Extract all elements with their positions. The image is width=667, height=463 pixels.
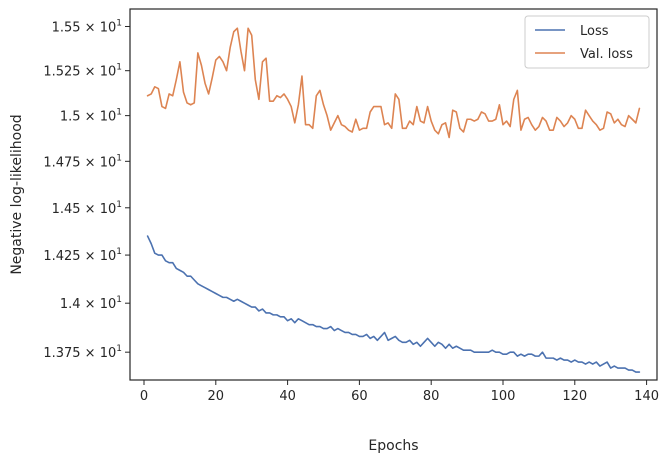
y-tick-base: 10 xyxy=(100,346,117,361)
y-tick-label: 1.375 × 101 xyxy=(43,344,122,361)
y-tick-base: 10 xyxy=(100,249,117,264)
y-tick-times: × xyxy=(81,65,100,80)
y-tick-base: 10 xyxy=(100,110,117,125)
legend-label-val-loss: Val. loss xyxy=(580,47,633,62)
legend-box xyxy=(524,15,650,69)
legend-label-loss: Loss xyxy=(580,24,609,39)
x-tick-label: 100 xyxy=(491,389,516,404)
y-tick-times: × xyxy=(81,155,100,170)
y-tick-mantissa: 1.45 xyxy=(52,202,81,217)
y-tick-mantissa: 1.425 xyxy=(43,249,80,264)
series-line-loss xyxy=(146,235,641,373)
plot-area xyxy=(130,9,657,380)
y-tick-mantissa: 1.475 xyxy=(43,155,80,170)
x-tick-label: 60 xyxy=(351,389,368,404)
series-line-val-loss xyxy=(146,27,641,139)
series-layer xyxy=(146,27,641,373)
legend: Loss Val. loss xyxy=(524,15,650,69)
y-tick-base: 10 xyxy=(100,202,117,217)
x-tick-label: 140 xyxy=(634,389,659,404)
y-tick-times: × xyxy=(81,297,100,312)
y-axis-label: Negative log-likelihood xyxy=(9,114,25,274)
y-tick-exponent: 1 xyxy=(116,18,122,28)
y-tick-times: × xyxy=(81,110,100,125)
x-axis-label: Epochs xyxy=(368,438,418,454)
y-tick-base: 10 xyxy=(100,297,117,312)
x-tick-label: 40 xyxy=(279,389,296,404)
y-tick-mantissa: 1.375 xyxy=(43,346,80,361)
y-tick-exponent: 1 xyxy=(116,63,122,73)
y-tick-label: 1.425 × 101 xyxy=(43,247,122,264)
y-tick-mantissa: 1.525 xyxy=(43,65,80,80)
y-tick-label: 1.45 × 101 xyxy=(52,200,122,217)
y-tick-times: × xyxy=(81,346,100,361)
y-tick-exponent: 1 xyxy=(116,247,122,257)
y-tick-exponent: 1 xyxy=(116,344,122,354)
y-tick-mantissa: 1.4 xyxy=(60,297,81,312)
y-tick-exponent: 1 xyxy=(116,295,122,305)
y-tick-label: 1.475 × 101 xyxy=(43,153,122,170)
y-tick-base: 10 xyxy=(100,20,117,35)
x-tick-label: 120 xyxy=(562,389,587,404)
y-tick-times: × xyxy=(81,249,100,264)
y-tick-label: 1.5 × 101 xyxy=(60,108,122,125)
x-axis-ticks: 0 20 40 60 80 100 120 140 xyxy=(140,380,659,404)
y-tick-exponent: 1 xyxy=(116,200,122,210)
y-tick-base: 10 xyxy=(100,65,117,80)
y-tick-exponent: 1 xyxy=(116,108,122,118)
y-tick-mantissa: 1.55 xyxy=(52,20,81,35)
x-tick-label: 20 xyxy=(208,389,225,404)
y-tick-label: 1.4 × 101 xyxy=(60,295,122,312)
y-tick-exponent: 1 xyxy=(116,153,122,163)
axes-frame xyxy=(129,8,658,381)
y-tick-label: 1.525 × 101 xyxy=(43,63,122,80)
x-tick-label: 80 xyxy=(423,389,440,404)
y-tick-mantissa: 1.5 xyxy=(60,110,81,125)
y-tick-times: × xyxy=(81,202,100,217)
x-tick-label: 0 xyxy=(140,389,148,404)
y-tick-times: × xyxy=(81,20,100,35)
y-tick-label: 1.55 × 101 xyxy=(52,18,122,35)
y-tick-base: 10 xyxy=(100,155,117,170)
